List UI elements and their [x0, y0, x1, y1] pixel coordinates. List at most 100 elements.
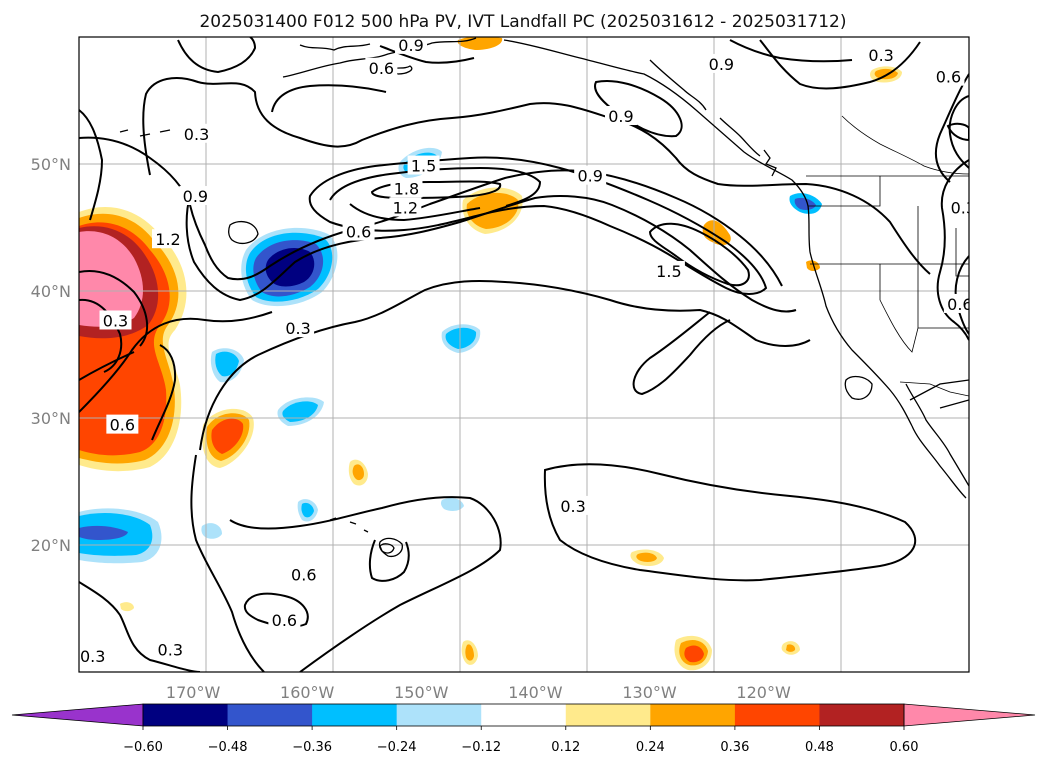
shade-negative-region — [445, 327, 477, 349]
contour-0.3 — [934, 73, 969, 183]
contour-label: 0.6 — [346, 223, 371, 242]
contour-label: 0.9 — [709, 55, 734, 74]
colorbar-segment — [396, 704, 482, 726]
contour-label-bg — [705, 53, 738, 73]
shade-negative-region — [79, 525, 128, 540]
contour-0.3 — [142, 77, 931, 275]
contour-label: 0.3 — [868, 46, 893, 65]
contour-label-bg — [390, 178, 423, 198]
contour-label: 0.6 — [936, 68, 961, 87]
y-tick-label: 20°N — [31, 536, 71, 555]
y-tick-label: 50°N — [31, 155, 71, 174]
colorbar: −0.60 −0.48 −0.36 −0.24 −0.12 0.12 0.24 0.36 0.4… — [11, 703, 1036, 755]
map-gridlines — [79, 37, 969, 672]
contour-1.5 — [648, 222, 750, 287]
shade-positive-region — [684, 645, 704, 663]
contour-label-bg — [395, 37, 428, 54]
x-tick-labels: 170°W 160°W 150°W 140°W 130°W 120°W — [166, 683, 791, 702]
contour-label: 0.6 — [272, 611, 297, 630]
contour-0.3 — [632, 311, 731, 396]
shade-negative-region — [440, 498, 464, 511]
contour-0.6 — [79, 351, 135, 381]
contour-0.9 — [79, 298, 123, 373]
contour-label: 0.9 — [183, 187, 208, 206]
contour-label: 0.3 — [285, 319, 310, 338]
contour-label-bg — [179, 186, 212, 206]
contour-label-bg — [287, 564, 320, 584]
contour-label-bg — [268, 610, 301, 630]
colorbar-tick-label: 0.60 — [890, 740, 919, 755]
contour-0.3 — [199, 279, 811, 451]
shade-positive-region — [211, 418, 244, 454]
shade-positive-region — [806, 260, 820, 271]
contour-label: 0.9 — [398, 36, 423, 55]
colorbar-segment — [143, 704, 229, 726]
contour-1.2 — [79, 270, 149, 347]
contour-1.2 — [308, 156, 768, 295]
y-tick-label: 30°N — [31, 409, 71, 428]
contour-label-bg — [180, 123, 213, 143]
contour-0.3 — [79, 311, 273, 413]
contour-label-bg — [152, 229, 184, 249]
colorbar-tick-label: −0.36 — [292, 740, 332, 755]
shade-negative-region — [282, 401, 318, 422]
x-tick-label: 120°W — [736, 683, 791, 702]
shade-negative-region — [301, 502, 314, 518]
contour-label: 0.9 — [577, 167, 602, 186]
contour-0.9 — [729, 39, 853, 63]
contour-label: 0.9 — [608, 107, 633, 126]
contour-label-bg — [557, 495, 590, 515]
chart-title: 2025031400 F012 500 hPa PV, IVT Landfall… — [199, 12, 846, 32]
colorbar-tick-label: 0.12 — [551, 740, 580, 755]
contour-label: 1.5 — [656, 262, 681, 281]
contour-label-bg — [652, 260, 685, 280]
coastlines — [119, 37, 969, 558]
colorbar-segment — [227, 704, 313, 726]
contour-0.6 — [948, 95, 969, 169]
y-tick-label: 40°N — [31, 282, 71, 301]
contour-label-bg — [79, 645, 109, 665]
contour-0.6 — [368, 539, 410, 582]
contour-label: 0.3 — [951, 198, 976, 217]
shade-positive-region — [786, 644, 796, 652]
map-panel: 0.90.6 0.9 0.30.60.90.30.91.50.91.81.20.61… — [79, 36, 976, 672]
contour-label: 0.6 — [110, 416, 135, 435]
contour-0.3 — [543, 463, 917, 582]
colorbar-frame — [142, 703, 905, 727]
contour-label: 1.8 — [394, 179, 419, 198]
contour-label: 0.6 — [369, 59, 394, 78]
contour-label: 0.3 — [80, 647, 105, 666]
colorbar-segment — [734, 704, 820, 726]
shade-positive-region — [352, 464, 364, 481]
colorbar-tick-label: −0.24 — [377, 740, 417, 755]
contour-0.3 — [229, 496, 502, 672]
contour-label-bg — [943, 293, 969, 313]
contour-0.3 — [190, 454, 265, 672]
shade-negative-region — [794, 197, 816, 210]
colorbar-segment — [565, 704, 651, 726]
colorbar-segment — [481, 704, 567, 726]
shade-positive-region — [636, 552, 657, 562]
x-tick-label: 130°W — [622, 683, 677, 702]
colorbar-tick-label: 0.24 — [636, 740, 665, 755]
colorbar-extend-min — [11, 703, 144, 727]
contour-0.6 — [177, 37, 257, 74]
contour-0.6 — [185, 194, 797, 313]
contour-label: 1.5 — [411, 157, 436, 176]
contour-0.6 — [594, 80, 683, 138]
shade-positive-region — [702, 220, 731, 246]
contour-label-bg — [574, 165, 607, 185]
contour-labels: 0.90.6 0.9 0.30.60.90.30.91.50.91.81.20.61… — [79, 36, 976, 666]
contour-label: 0.6 — [291, 565, 316, 584]
contour-label-bg — [865, 45, 898, 65]
contour-label: 0.6 — [947, 295, 972, 314]
contour-label-bg — [282, 318, 315, 338]
state-borders — [806, 115, 969, 397]
contour-0.3 — [243, 592, 309, 628]
x-tick-label: 150°W — [394, 683, 449, 702]
shaded-anomalies — [79, 37, 902, 671]
contour-label: 0.3 — [103, 311, 128, 330]
shade-positive-region — [120, 602, 134, 612]
x-tick-label: 170°W — [166, 683, 221, 702]
contour-label: 1.2 — [393, 198, 418, 217]
